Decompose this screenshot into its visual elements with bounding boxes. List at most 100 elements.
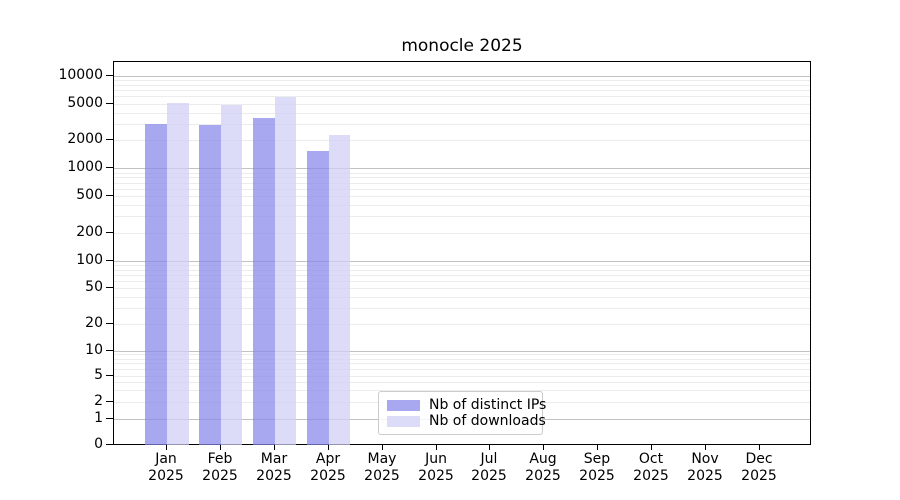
gridline-minor: [114, 177, 810, 178]
x-tick-year: 2025: [633, 468, 669, 484]
x-tick-label-aug: Aug 2025: [511, 451, 575, 485]
gridline-minor: [114, 308, 810, 309]
x-tick-year: 2025: [525, 468, 561, 484]
gridline-minor: [114, 216, 810, 217]
x-tick-month: Apr: [315, 451, 341, 467]
y-tick-label: 2000: [67, 131, 103, 147]
x-tick-mark: [220, 445, 221, 450]
x-tick-mark: [436, 445, 437, 450]
x-tick-year: 2025: [256, 468, 292, 484]
gridline-minor: [114, 390, 810, 391]
x-tick-label-oct: Oct 2025: [619, 451, 683, 485]
x-tick-month: Aug: [529, 451, 557, 467]
gridline-minor: [114, 265, 810, 266]
y-tick-label: 1: [94, 410, 103, 426]
legend-swatch-downloads: [387, 415, 420, 427]
y-tick-mark: [106, 444, 113, 445]
gridline-minor: [114, 124, 810, 125]
x-tick-label-feb: Feb 2025: [188, 451, 252, 485]
y-tick-label: 10000: [58, 67, 103, 83]
y-tick-label: 5000: [67, 95, 103, 111]
x-tick-year: 2025: [202, 468, 238, 484]
y-tick-label: 100: [76, 252, 103, 268]
y-tick-mark: [106, 287, 113, 288]
y-tick-label: 10: [85, 342, 103, 358]
gridline-minor: [114, 205, 810, 206]
legend: Nb of distinct IPs Nb of downloads: [378, 391, 546, 435]
gridline-minor: [114, 173, 810, 174]
y-tick-label: 0: [94, 436, 103, 452]
y-tick-mark: [106, 75, 113, 76]
x-tick-label-jan: Jan 2025: [134, 451, 198, 485]
legend-item-distinct-ips: Nb of distinct IPs: [387, 397, 546, 413]
gridline-major: [114, 351, 810, 352]
bar-nb-of-downloads-feb: [220, 104, 243, 445]
x-tick-mark: [759, 445, 760, 450]
y-tick-mark: [106, 375, 113, 376]
y-tick-label: 2: [94, 393, 103, 409]
y-tick-label: 20: [85, 315, 103, 331]
x-tick-month: Jan: [155, 451, 177, 467]
x-tick-label-may: May 2025: [350, 451, 414, 485]
x-tick-mark: [651, 445, 652, 450]
gridline-minor: [114, 189, 810, 190]
gridline-minor: [114, 275, 810, 276]
bar-nb-of-downloads-jan: [167, 102, 189, 445]
y-tick-mark: [106, 350, 113, 351]
gridline-minor: [114, 281, 810, 282]
legend-swatch-distinct-ips: [387, 399, 420, 411]
gridline-major: [114, 261, 810, 262]
y-tick-label: 50: [85, 279, 103, 295]
x-tick-month: Sep: [583, 451, 611, 467]
x-tick-label-nov: Nov 2025: [673, 451, 737, 485]
x-tick-mark: [382, 445, 383, 450]
bar-nb-of-distinct-ips-apr: [307, 150, 329, 445]
gridline-minor: [114, 90, 810, 91]
x-tick-year: 2025: [148, 468, 184, 484]
x-tick-year: 2025: [471, 468, 507, 484]
x-tick-label-jul: Jul 2025: [457, 451, 521, 485]
gridline-major: [114, 168, 810, 169]
legend-label-downloads: Nb of downloads: [429, 413, 546, 429]
y-tick-label: 1000: [67, 159, 103, 175]
x-tick-mark: [166, 445, 167, 450]
x-tick-label-jun: Jun 2025: [404, 451, 468, 485]
y-tick-mark: [106, 167, 113, 168]
x-tick-month: Nov: [691, 451, 719, 467]
gridline-minor: [114, 80, 810, 81]
y-tick-mark: [106, 103, 113, 104]
gridline-minor: [114, 369, 810, 370]
x-tick-mark: [705, 445, 706, 450]
legend-item-downloads: Nb of downloads: [387, 413, 546, 429]
gridline-minor: [114, 104, 810, 105]
y-tick-mark: [106, 418, 113, 419]
bar-nb-of-distinct-ips-jan: [145, 124, 167, 445]
gridline-minor: [114, 359, 810, 360]
gridline-minor: [114, 233, 810, 234]
gridline-minor: [114, 297, 810, 298]
x-tick-year: 2025: [418, 468, 454, 484]
x-tick-month: Oct: [638, 451, 664, 467]
x-tick-mark: [543, 445, 544, 450]
y-tick-label: 200: [76, 224, 103, 240]
x-tick-mark: [597, 445, 598, 450]
y-tick-mark: [106, 401, 113, 402]
x-tick-month: Feb: [207, 451, 233, 467]
bar-nb-of-distinct-ips-feb: [199, 124, 221, 445]
x-tick-month: Mar: [260, 451, 288, 467]
gridline-minor: [114, 96, 810, 97]
x-tick-mark: [328, 445, 329, 450]
gridline-minor: [114, 270, 810, 271]
y-tick-mark: [106, 139, 113, 140]
y-tick-mark: [106, 260, 113, 261]
x-tick-mark: [489, 445, 490, 450]
gridline-minor: [114, 288, 810, 289]
x-tick-month: Jul: [480, 451, 498, 467]
y-tick-mark: [106, 323, 113, 324]
x-tick-month: Dec: [745, 451, 773, 467]
x-tick-year: 2025: [741, 468, 777, 484]
x-tick-year: 2025: [687, 468, 723, 484]
gridline-minor: [114, 324, 810, 325]
y-tick-label: 5: [94, 367, 103, 383]
